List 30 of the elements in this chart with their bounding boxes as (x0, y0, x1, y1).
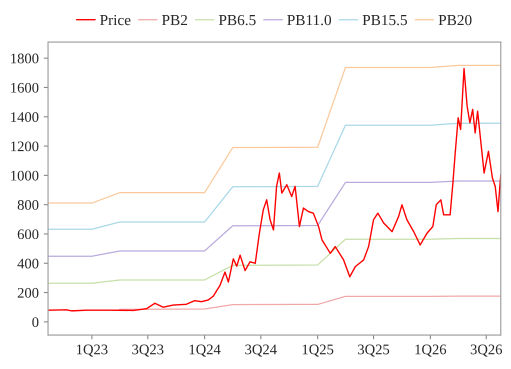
y-tick-label: 400 (17, 258, 38, 268)
x-tick-label: 3Q24 (245, 344, 277, 357)
legend-label: PB15.5 (362, 14, 408, 26)
legend-label: PB11.0 (287, 14, 332, 26)
line-series (119, 295, 501, 310)
line-series (48, 68, 501, 312)
legend-label: PB6.5 (218, 14, 256, 26)
legend-label: PB20 (438, 14, 472, 26)
legend-label: PB2 (162, 14, 188, 26)
x-tick-label: 3Q25 (358, 344, 390, 357)
y-tick-label: 200 (18, 288, 38, 298)
y-tick-label: 600 (18, 229, 38, 240)
x-tick-label: 1Q24 (190, 344, 221, 357)
y-tick-label: 1200 (11, 141, 38, 152)
x-tick-label: 1Q23 (76, 344, 108, 357)
x-tick-label: 3Q26 (470, 344, 502, 357)
line-series (48, 238, 501, 284)
x-tick-label: 3Q23 (132, 344, 164, 357)
legend-label: Price (100, 14, 130, 26)
line-series (48, 64, 501, 204)
line-series (48, 122, 501, 230)
y-tick-label: 1400 (11, 112, 38, 122)
y-tick-label: 800 (18, 200, 38, 210)
line-series (48, 180, 501, 257)
y-tick-label: 0 (32, 317, 38, 328)
x-tick-label: 1Q26 (415, 344, 446, 357)
y-tick-label: 1000 (11, 170, 38, 181)
y-tick-label: 1600 (11, 82, 38, 93)
y-tick-label: 1800 (11, 54, 38, 64)
x-tick-label: 1Q25 (302, 344, 334, 357)
